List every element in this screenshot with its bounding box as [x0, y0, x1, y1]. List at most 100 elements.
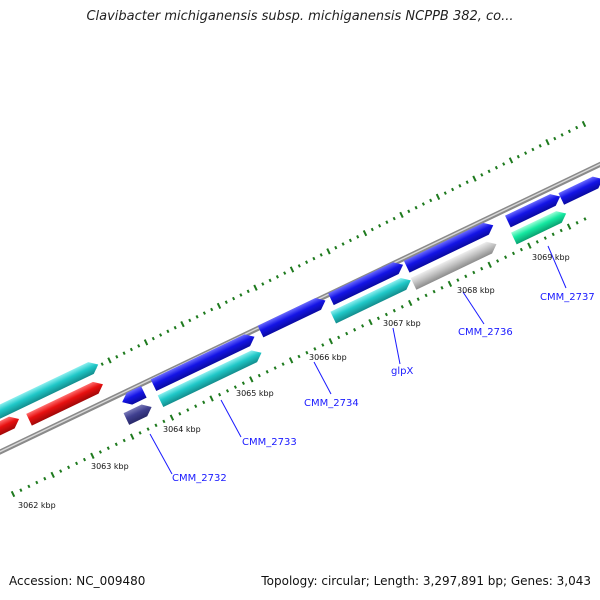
major-tick: [472, 175, 477, 182]
minor-tick: [188, 318, 192, 323]
minor-tick: [392, 308, 396, 313]
minor-tick: [458, 184, 462, 188]
tick-label: 3066 kbp: [309, 353, 347, 362]
major-tick: [180, 320, 185, 328]
gene-feature[interactable]: [328, 259, 406, 306]
minor-tick: [378, 224, 382, 228]
minor-tick: [218, 392, 222, 397]
leader-cmm-2736: [462, 291, 485, 325]
minor-tick: [137, 344, 141, 348]
minor-tick: [424, 293, 428, 298]
minor-tick: [115, 355, 119, 359]
gene-label-cmm-2732[interactable]: CMM_2732: [172, 473, 227, 484]
cds-feature[interactable]: [0, 359, 101, 422]
rrna-feature[interactable]: [0, 413, 22, 451]
minor-tick: [443, 191, 447, 195]
minor-tick: [400, 305, 404, 309]
gene-label-cmm-2737[interactable]: CMM_2737: [540, 292, 595, 303]
gene-features: [0, 173, 600, 451]
minor-tick: [370, 227, 374, 232]
gray-feature[interactable]: [410, 238, 500, 290]
minor-tick: [524, 151, 528, 155]
minor-tick: [480, 173, 484, 177]
minor-tick: [305, 350, 309, 355]
minor-tick: [261, 282, 265, 286]
minor-tick: [376, 316, 380, 321]
gene-feature[interactable]: [505, 191, 563, 228]
minor-tick: [281, 362, 285, 366]
minor-tick: [268, 278, 272, 283]
minor-tick: [337, 335, 341, 340]
minor-tick: [361, 324, 365, 328]
minor-tick: [531, 147, 535, 152]
minor-tick: [392, 216, 396, 221]
cds-feature[interactable]: [330, 275, 413, 324]
minor-tick: [559, 228, 563, 233]
minor-tick: [464, 274, 468, 279]
minor-tick: [82, 457, 87, 462]
leader-cmm-2734: [313, 361, 332, 395]
minor-tick: [494, 165, 498, 170]
minor-tick: [35, 480, 39, 485]
minor-tick: [429, 198, 433, 203]
gene-label-glpx[interactable]: glpX: [391, 366, 413, 377]
minor-tick: [348, 238, 352, 243]
minor-tick: [75, 461, 79, 466]
minor-tick: [511, 251, 516, 256]
major-tick: [487, 261, 492, 268]
minor-tick: [416, 297, 420, 301]
major-tick: [326, 248, 331, 255]
gene-label-cmm-2733[interactable]: CMM_2733: [242, 437, 297, 448]
minor-tick: [407, 209, 411, 214]
gene-feature[interactable]: [150, 331, 258, 392]
minor-tick: [129, 347, 133, 352]
gene-feature[interactable]: [403, 219, 496, 273]
minor-tick: [313, 347, 317, 351]
major-tick: [527, 242, 532, 249]
minor-tick: [414, 205, 418, 210]
major-tick: [209, 395, 214, 402]
minor-tick: [246, 289, 250, 294]
gene-feature[interactable]: [119, 385, 147, 408]
green-feature[interactable]: [511, 208, 569, 245]
minor-tick: [551, 232, 555, 237]
minor-tick: [154, 423, 158, 428]
minor-tick: [502, 162, 506, 166]
cds-feature[interactable]: [157, 347, 265, 408]
major-tick: [249, 376, 254, 383]
minor-tick: [19, 488, 23, 492]
gene-label-cmm-2736[interactable]: CMM_2736: [458, 327, 513, 338]
minor-tick: [321, 343, 325, 347]
gene-feature[interactable]: [558, 173, 600, 205]
rrna-feature[interactable]: [26, 378, 106, 426]
minor-tick: [232, 296, 236, 301]
minor-tick: [353, 328, 357, 332]
minor-tick: [43, 476, 47, 481]
gene-feature[interactable]: [257, 295, 329, 338]
minor-tick: [159, 333, 163, 337]
major-tick: [50, 471, 55, 479]
gene-feature[interactable]: [123, 401, 155, 425]
minor-tick: [560, 133, 564, 137]
tick-label: 3062 kbp: [18, 501, 56, 510]
tick-label: 3069 kbp: [532, 253, 570, 262]
minor-tick: [194, 404, 198, 408]
minor-tick: [233, 385, 237, 389]
minor-tick: [319, 253, 323, 257]
minor-tick: [178, 412, 182, 416]
minor-tick: [162, 419, 166, 424]
minor-tick: [385, 220, 389, 224]
minor-tick: [519, 247, 523, 252]
major-tick: [566, 223, 572, 230]
minor-tick: [239, 293, 243, 297]
minor-tick: [583, 217, 587, 221]
gene-label-leaders: [149, 245, 567, 475]
gene-label-cmm-2734[interactable]: CMM_2734: [304, 398, 359, 409]
accession-text: Accession: NC_009480: [9, 574, 146, 588]
minor-tick: [575, 221, 579, 225]
minor-tick: [59, 469, 63, 473]
minor-tick: [122, 438, 126, 443]
minor-tick: [516, 154, 520, 159]
minor-tick: [27, 484, 31, 489]
